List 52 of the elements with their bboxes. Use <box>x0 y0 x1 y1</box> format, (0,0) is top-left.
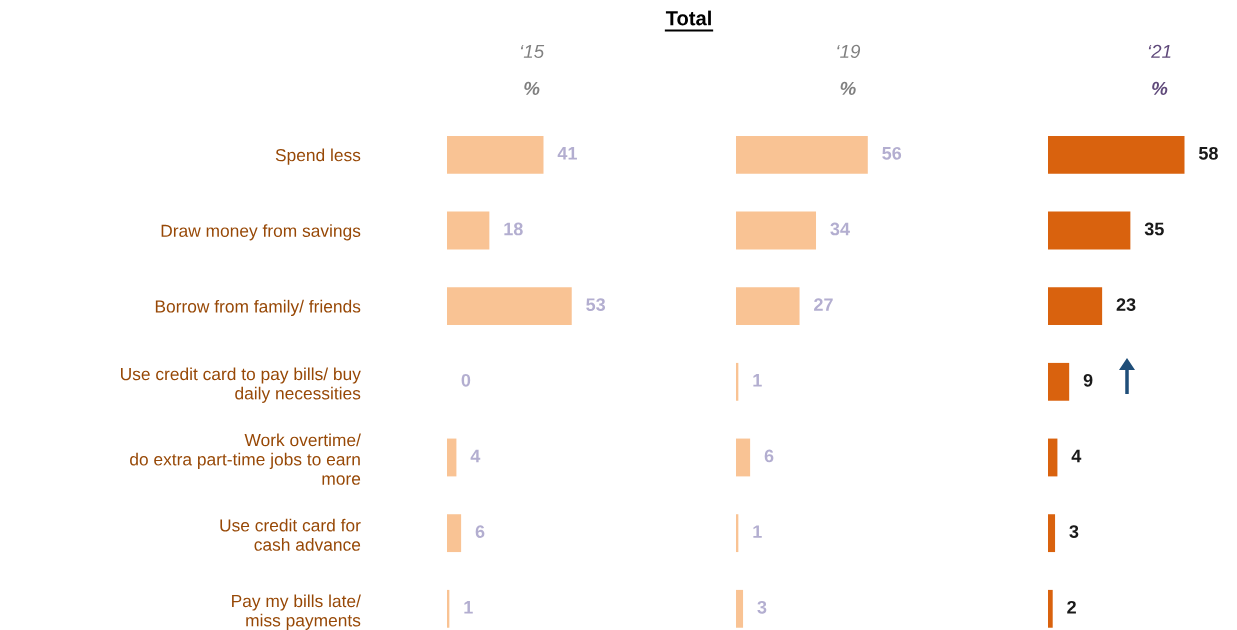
bar <box>1048 135 1185 174</box>
chart-title: ‘15 <box>520 44 545 59</box>
chart-subtitle: % <box>840 81 856 95</box>
text: Total <box>665 10 711 26</box>
bar <box>447 514 462 553</box>
y-tick-label: Work overtime/ do extra part-time jobs to earn more <box>130 433 361 485</box>
data-label: 1 <box>753 525 762 538</box>
bar <box>736 287 800 326</box>
chart-subtitle: % <box>524 81 540 95</box>
y-tick-label: Use credit card for cash advance <box>220 518 361 551</box>
bar <box>736 135 868 174</box>
data-label: 6 <box>764 449 774 463</box>
bar <box>447 135 544 174</box>
data-label: 34 <box>830 222 850 236</box>
bar <box>736 589 744 628</box>
chart-title: ‘19 <box>837 44 861 59</box>
y-tick-label: Use credit card to pay bills/ buy daily necessities <box>121 367 361 403</box>
data-label: 3 <box>1069 525 1079 539</box>
bar <box>736 211 817 250</box>
data-label: 6 <box>475 525 485 538</box>
y-tick-label: Spend less <box>275 148 361 165</box>
bar <box>1048 438 1058 477</box>
bar <box>447 287 572 326</box>
bar <box>1048 589 1053 628</box>
data-label: 1 <box>753 374 762 387</box>
data-label: 2 <box>1067 600 1076 614</box>
data-label: 9 <box>1083 373 1093 387</box>
bar <box>447 211 490 250</box>
y-tick-label: Pay my bills late/ miss payments <box>232 594 361 630</box>
data-label: 56 <box>882 146 902 160</box>
data-label: 27 <box>814 298 833 311</box>
data-label: 3 <box>757 600 767 614</box>
y-tick-label: Borrow from family/ friends <box>155 299 361 317</box>
data-label: 53 <box>586 298 606 312</box>
bar <box>1048 287 1103 326</box>
chart-subtitle: % <box>1152 81 1168 95</box>
bar <box>1048 362 1070 401</box>
bar <box>1048 211 1131 250</box>
data-label: 1 <box>464 601 473 614</box>
bar <box>1048 514 1056 553</box>
data-label: 23 <box>1116 298 1136 312</box>
data-label: 58 <box>1198 146 1218 160</box>
bar <box>447 438 457 477</box>
data-label: 41 <box>557 147 577 160</box>
data-label: 0 <box>461 373 471 387</box>
data-label: 35 <box>1144 222 1164 236</box>
data-label: 18 <box>504 222 523 236</box>
bar <box>736 438 751 477</box>
chart-title: ‘21 <box>1148 44 1171 58</box>
y-tick-label: Draw money from savings <box>161 224 361 241</box>
data-label: 4 <box>1071 449 1082 463</box>
data-label: 4 <box>470 449 481 463</box>
